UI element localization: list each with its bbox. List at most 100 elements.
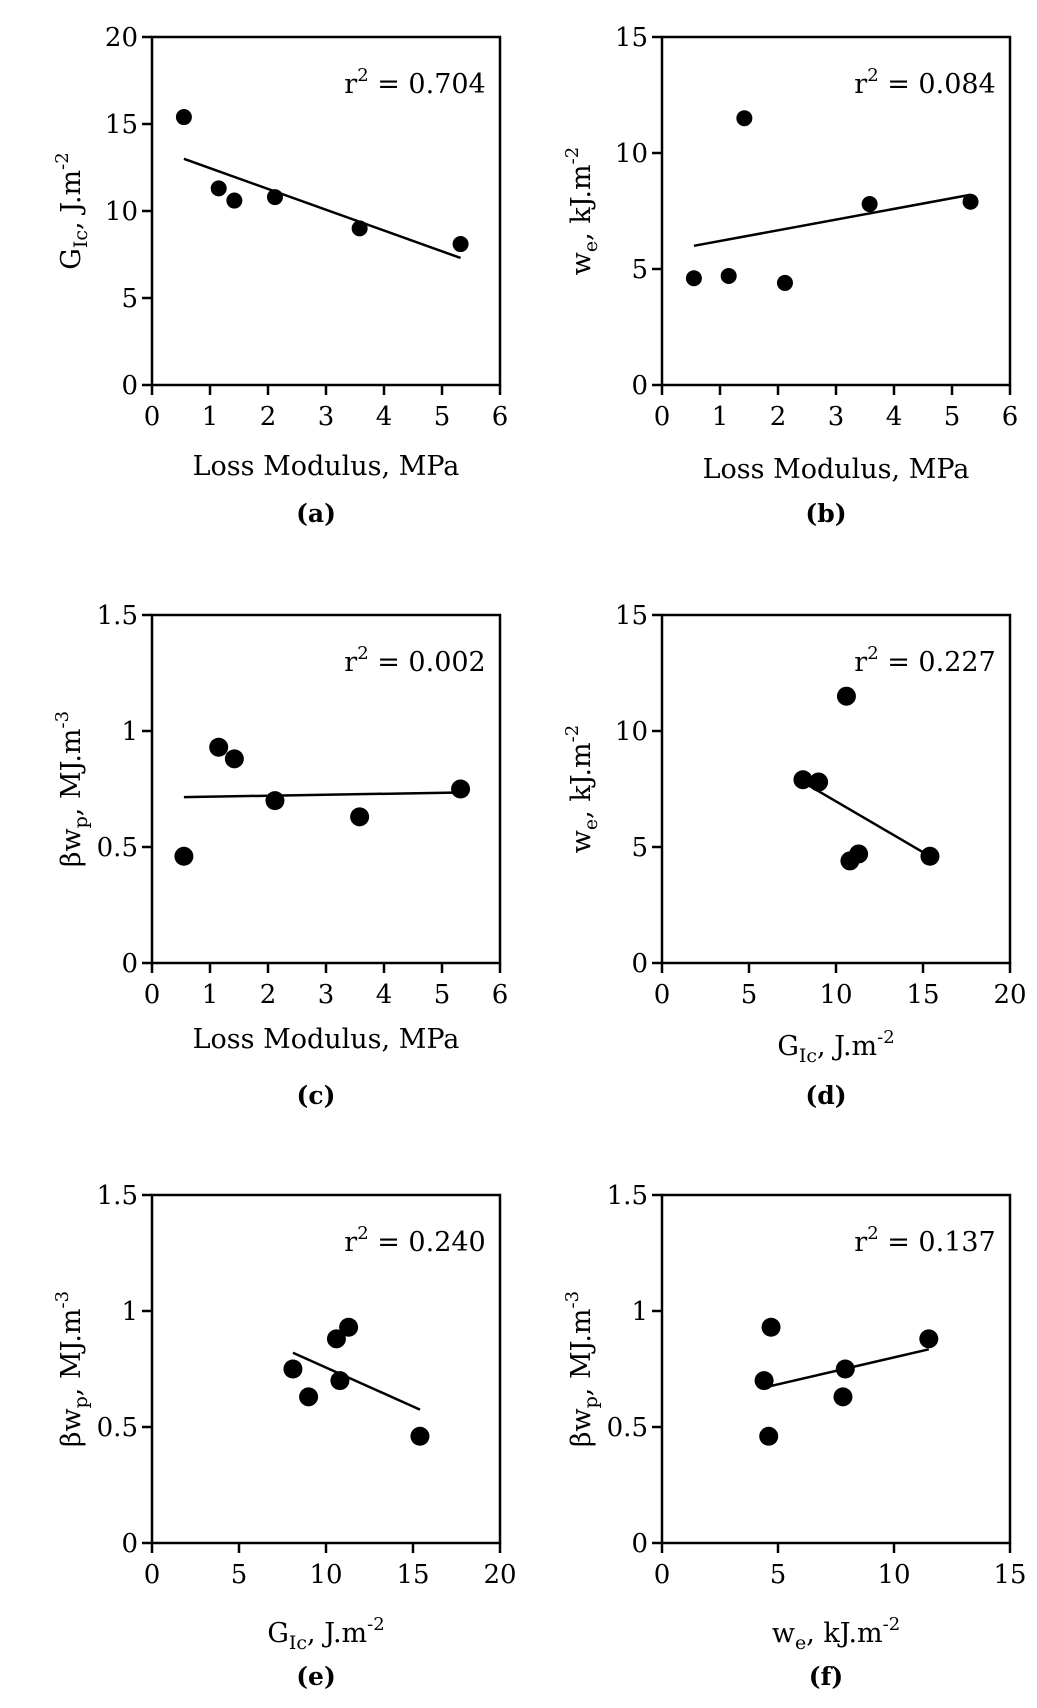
- data-point: [226, 192, 243, 209]
- data-point: [776, 274, 793, 291]
- fit-line: [183, 157, 461, 260]
- y-axis-label: βwp, MJ.m-3: [52, 1291, 92, 1447]
- y-axis-label-unit: , MJ.m: [566, 1308, 597, 1396]
- fit-line: [292, 1351, 421, 1411]
- x-tick-label: 2: [260, 402, 277, 432]
- r-squared-symbol: r: [854, 1227, 867, 1258]
- data-point: [326, 1329, 346, 1349]
- data-point: [174, 846, 194, 866]
- y-axis-label: we, kJ.m-2: [562, 725, 602, 853]
- y-axis-label-subscript: p: [70, 1396, 92, 1408]
- x-tick-label: 4: [376, 402, 393, 432]
- x-tick-label: 6: [492, 980, 509, 1010]
- y-axis-label-unit: , kJ.m: [566, 742, 597, 818]
- y-tick-label: 1: [631, 1297, 648, 1327]
- r-squared-exponent: 2: [867, 65, 878, 86]
- y-axis-label-main: βw: [56, 828, 87, 867]
- x-tick-label: 20: [483, 1560, 516, 1590]
- y-axis-label-main: βw: [56, 1408, 87, 1447]
- r-squared-annotation: r2 = 0.084: [854, 65, 995, 100]
- x-tick-label: 5: [770, 1560, 787, 1590]
- y-tick-label: 0.5: [97, 833, 138, 863]
- x-axis-label-main: G: [777, 1031, 799, 1062]
- fit-line: [802, 780, 931, 858]
- y-tick-label: 1.5: [97, 1181, 138, 1211]
- y-axis-label-main: w: [566, 830, 597, 853]
- data-point: [962, 193, 979, 210]
- x-tick-label: 10: [877, 1560, 910, 1590]
- y-tick-label: 1.5: [97, 601, 138, 631]
- x-tick-label: 0: [144, 1560, 161, 1590]
- x-axis-label-main: w: [772, 1618, 795, 1649]
- r-squared-annotation: r2 = 0.227: [854, 643, 995, 678]
- x-tick-label: 15: [396, 1560, 429, 1590]
- r-squared-exponent: 2: [867, 643, 878, 664]
- r-squared-symbol: r: [344, 69, 357, 100]
- r-squared-symbol: r: [344, 647, 357, 678]
- y-axis-label-exponent: -2: [562, 147, 583, 165]
- x-tick-label: 6: [1002, 402, 1019, 432]
- data-point: [350, 807, 370, 827]
- x-tick-label: 15: [906, 980, 939, 1010]
- data-point: [451, 779, 471, 799]
- x-tick-label: 6: [492, 402, 509, 432]
- y-tick-label: 5: [631, 833, 648, 863]
- data-point: [266, 189, 283, 206]
- r-squared-symbol: r: [344, 1227, 357, 1258]
- x-tick-label: 5: [231, 1560, 248, 1590]
- r-squared-symbol: r: [854, 647, 867, 678]
- data-point: [452, 236, 469, 253]
- y-axis-label-exponent: -2: [52, 152, 73, 170]
- panel-label: (c): [297, 1081, 336, 1110]
- x-tick-label: 0: [654, 1560, 671, 1590]
- x-axis-label-exponent: -2: [367, 1614, 385, 1635]
- data-point: [210, 180, 227, 197]
- data-point: [351, 220, 368, 237]
- data-point: [299, 1387, 319, 1407]
- x-tick-label: 5: [434, 980, 451, 1010]
- r-squared-exponent: 2: [357, 643, 368, 664]
- r-squared-exponent: 2: [357, 65, 368, 86]
- y-axis-label-subscript: p: [70, 816, 92, 828]
- y-axis-label-main: G: [56, 248, 87, 270]
- y-tick-label: 20: [105, 23, 138, 53]
- r-squared-value: = 0.240: [369, 1227, 486, 1258]
- x-tick-label: 0: [654, 402, 671, 432]
- chart-f: 0 5 10 15 0 0.5 1 1.5 r2 = 0.137 we, kJ.m-2 βwp, M…: [562, 1181, 1027, 1691]
- x-tick-label: 1: [202, 980, 219, 1010]
- y-axis-label-exponent: -3: [562, 1291, 583, 1309]
- data-point: [793, 770, 813, 790]
- x-tick-label: 4: [376, 980, 393, 1010]
- r-squared-exponent: 2: [867, 1223, 878, 1244]
- x-axis-label-unit: , kJ.m: [806, 1618, 882, 1649]
- y-tick-label: 0.5: [97, 1413, 138, 1443]
- y-tick-label: 1: [121, 717, 138, 747]
- x-tick-label: 2: [260, 980, 277, 1010]
- y-tick-label: 1.5: [607, 1181, 648, 1211]
- data-point: [835, 1359, 855, 1379]
- data-point: [224, 749, 244, 769]
- fit-line: [693, 193, 971, 248]
- y-tick-label: 10: [615, 139, 648, 169]
- x-tick-label: 3: [828, 402, 845, 432]
- x-axis-label: GIc, J.m-2: [267, 1614, 384, 1654]
- x-tick-label: 10: [309, 1560, 342, 1590]
- data-point: [861, 196, 878, 213]
- data-point: [175, 109, 192, 126]
- y-tick-label: 0: [631, 1529, 648, 1559]
- y-axis-label-unit: , MJ.m: [56, 1308, 87, 1396]
- y-tick-label: 0: [631, 371, 648, 401]
- y-axis-label-unit: , J.m: [56, 170, 87, 230]
- x-tick-label: 2: [770, 402, 787, 432]
- x-axis-label-exponent: -2: [877, 1027, 895, 1048]
- y-axis-label-subscript: e: [580, 241, 602, 252]
- y-axis-label: GIc, J.m-2: [52, 152, 92, 269]
- data-point: [759, 1426, 779, 1446]
- r-squared-exponent: 2: [357, 1223, 368, 1244]
- x-tick-label: 3: [318, 402, 335, 432]
- data-point: [209, 737, 229, 757]
